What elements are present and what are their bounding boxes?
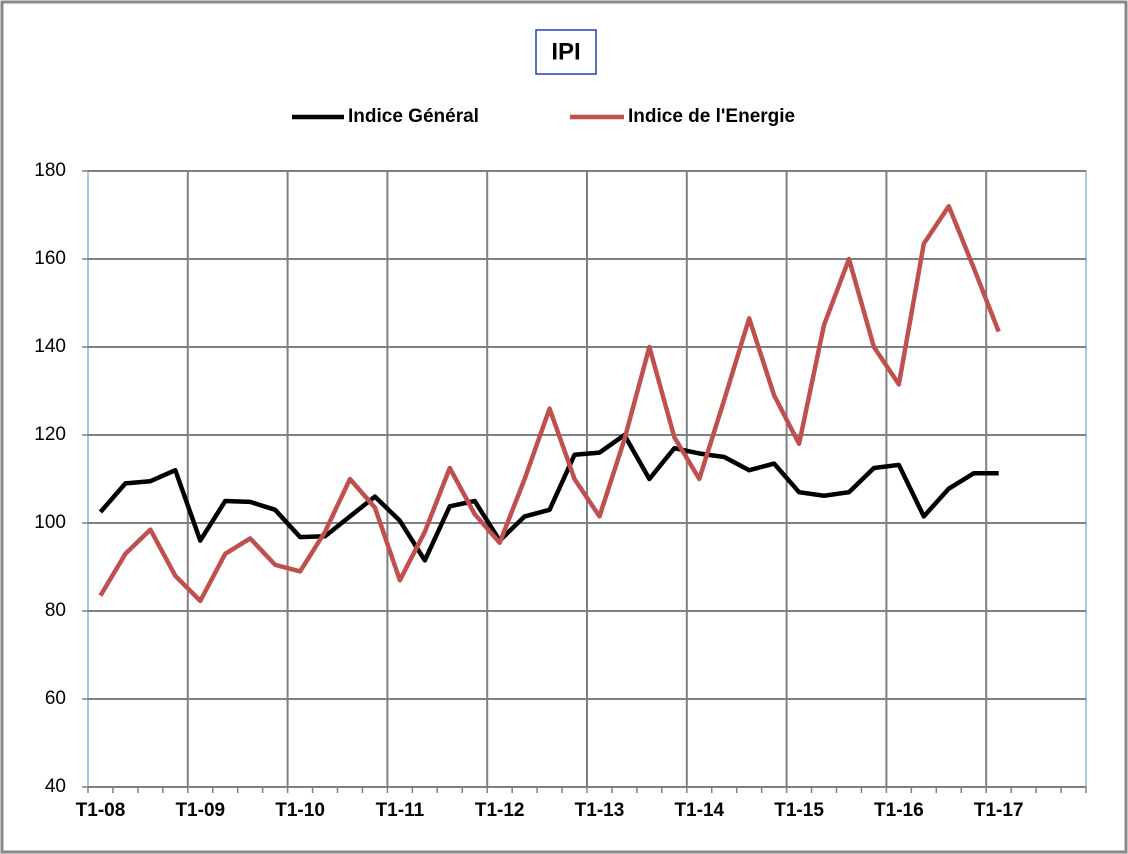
- x-tick-label: T1-10: [275, 800, 325, 821]
- y-tick-label: 100: [34, 512, 66, 533]
- legend-label: Indice de l'Energie: [628, 106, 795, 127]
- y-tick-label: 80: [45, 600, 66, 621]
- chart-title: IPI: [551, 38, 580, 65]
- x-tick-label: T1-15: [774, 800, 824, 821]
- series-line: [98, 432, 999, 563]
- y-tick-label: 40: [45, 776, 66, 797]
- y-tick-label: 120: [34, 424, 66, 445]
- y-tick-label: 180: [34, 160, 66, 181]
- x-tick-label: T1-11: [376, 800, 425, 821]
- legend-label: Indice Général: [348, 106, 479, 127]
- x-tick-label: T1-14: [674, 800, 724, 821]
- y-tick-label: 160: [34, 248, 66, 269]
- x-tick-label: T1-08: [76, 800, 126, 821]
- x-tick-label: T1-09: [175, 800, 225, 821]
- x-tick-label: T1-17: [974, 800, 1024, 821]
- y-tick-label: 60: [45, 688, 66, 709]
- y-tick-label: 140: [34, 336, 66, 357]
- title-box: [535, 29, 597, 75]
- series-line: [98, 203, 1001, 604]
- x-tick-label: T1-13: [575, 800, 625, 821]
- x-tick-label: T1-16: [874, 800, 924, 821]
- x-tick-label: T1-12: [475, 800, 525, 821]
